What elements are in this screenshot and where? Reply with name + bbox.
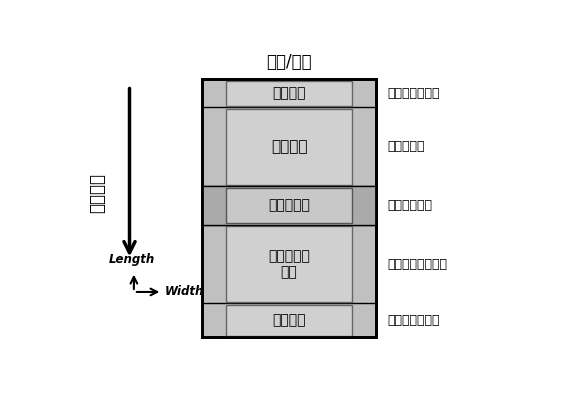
- Text: 夹辊传热: 夹辊传热: [272, 313, 306, 327]
- Bar: [226, 188, 352, 223]
- Bar: [226, 305, 352, 336]
- Bar: [202, 186, 377, 225]
- Bar: [226, 109, 352, 185]
- Bar: [202, 79, 377, 337]
- Text: 水冲击传热: 水冲击传热: [268, 198, 310, 212]
- Text: 辐射传热: 辐射传热: [271, 139, 307, 154]
- Bar: [226, 81, 352, 106]
- Text: 拉坯方向: 拉坯方向: [88, 172, 105, 213]
- Text: 水聚集蒸发
传热: 水聚集蒸发 传热: [268, 249, 310, 279]
- Bar: [226, 226, 352, 302]
- Text: 辐射传热区: 辐射传热区: [387, 140, 425, 153]
- Text: Width: Width: [165, 285, 204, 299]
- Bar: [202, 79, 377, 337]
- Text: 水聚集蒸发传热区: 水聚集蒸发传热区: [387, 258, 447, 271]
- Text: 夹辊传热: 夹辊传热: [272, 86, 306, 100]
- Text: 宽面/窄面: 宽面/窄面: [266, 53, 312, 71]
- Text: 喷淋水传热区: 喷淋水传热区: [387, 199, 433, 212]
- Text: Length: Length: [108, 253, 155, 266]
- Text: 夹辊接触传热区: 夹辊接触传热区: [387, 314, 440, 327]
- Text: 夹辊接触传热区: 夹辊接触传热区: [387, 87, 440, 100]
